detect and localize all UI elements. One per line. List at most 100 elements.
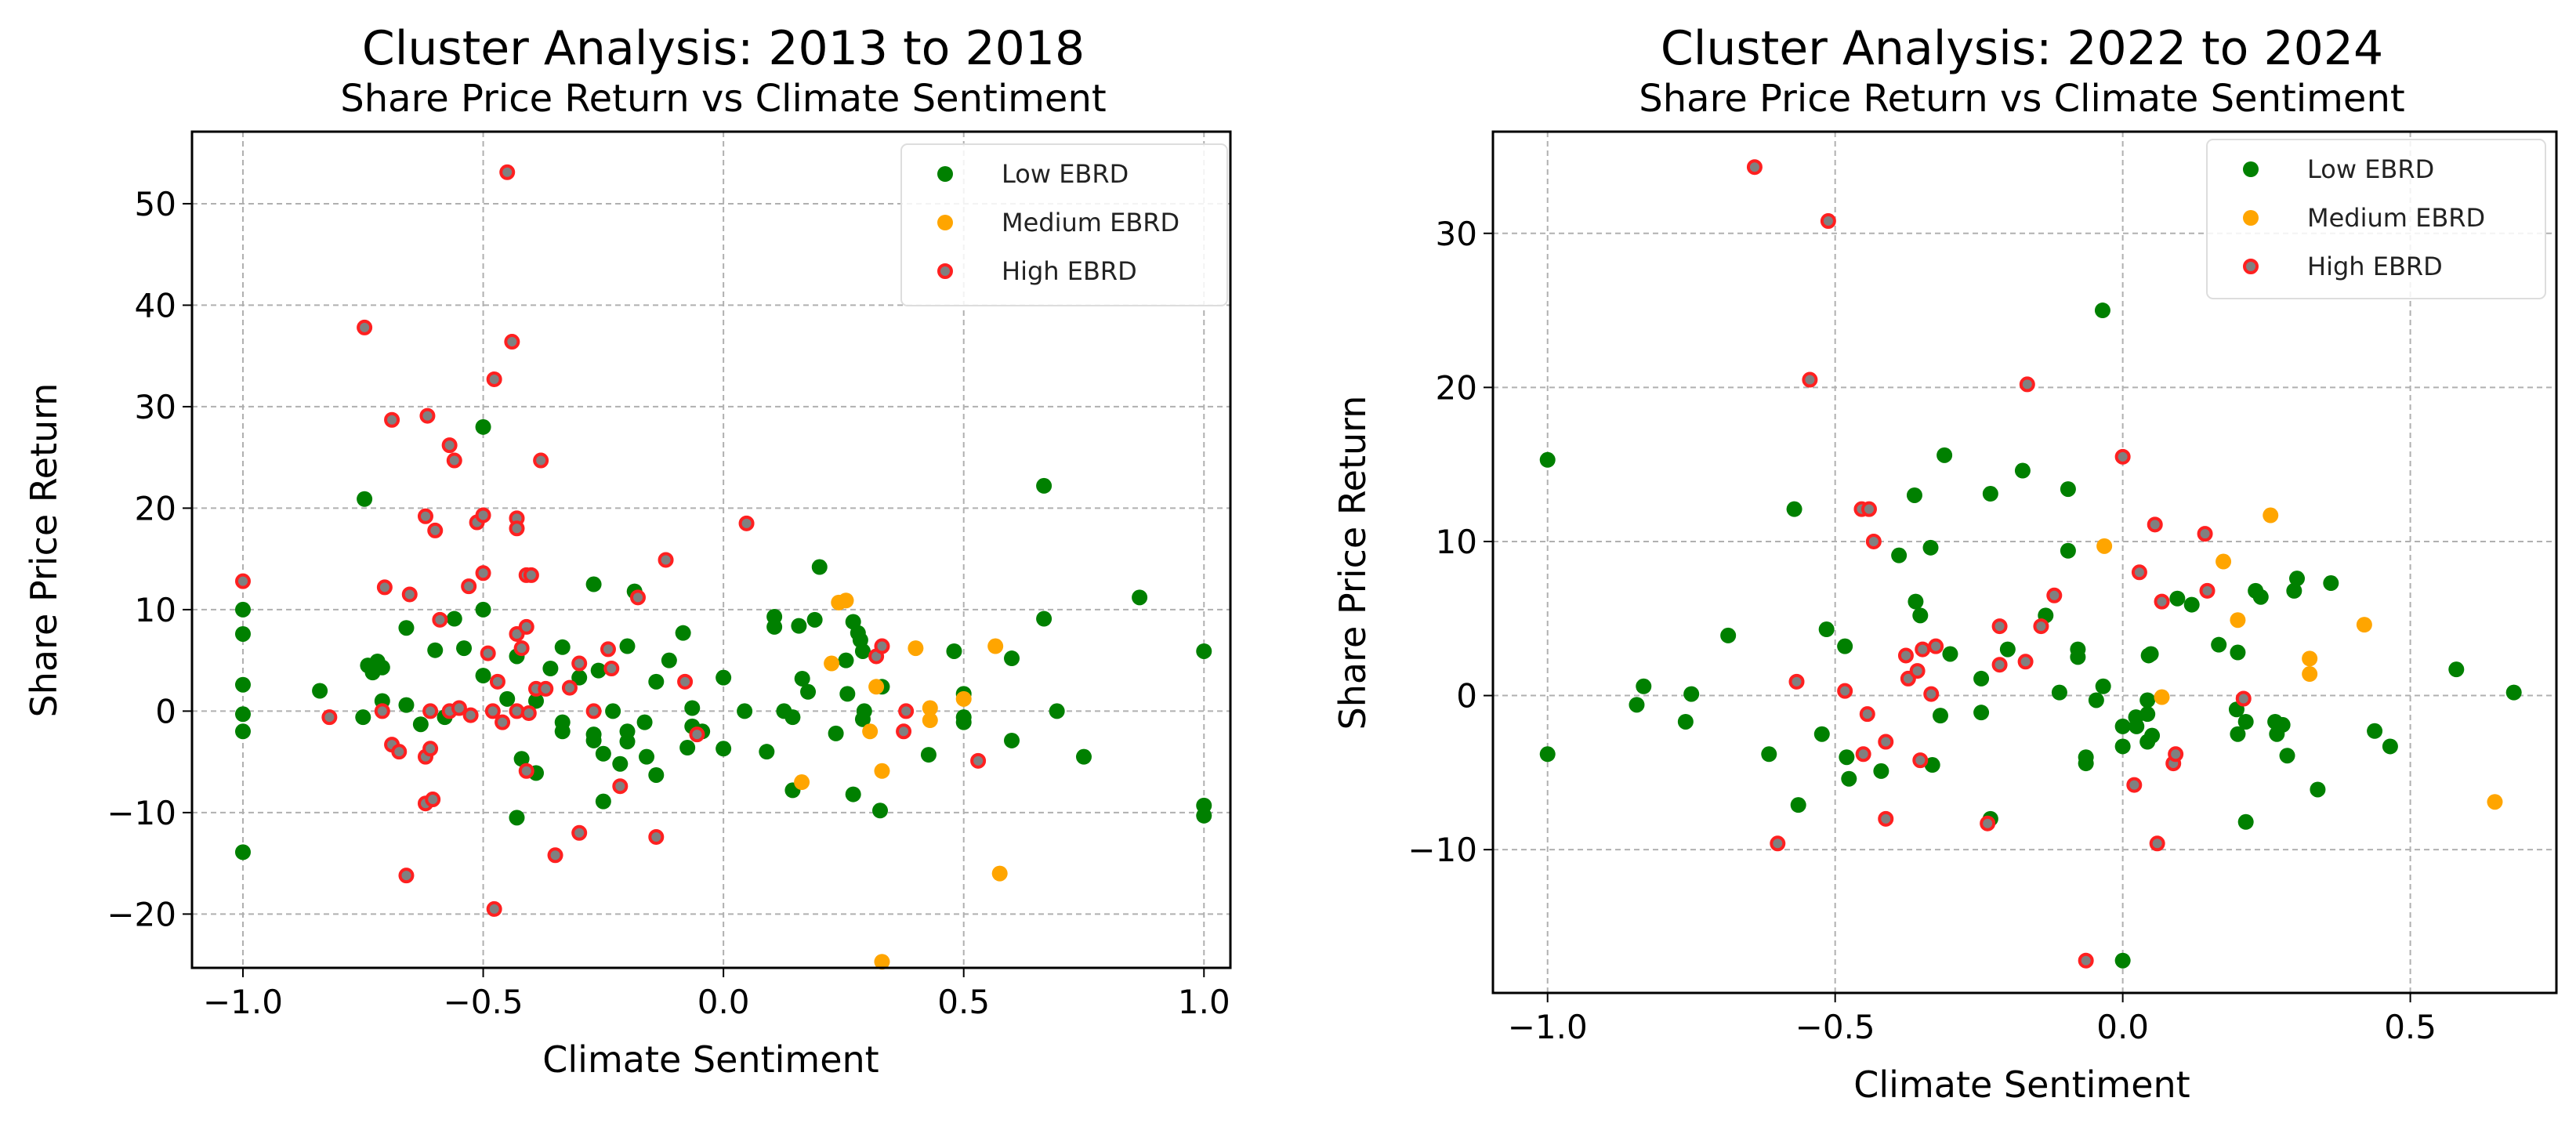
data-point-high <box>2168 746 2184 763</box>
data-point-low <box>955 714 972 730</box>
data-point-low <box>374 659 390 676</box>
data-point-high <box>441 437 458 454</box>
data-point-low <box>1912 607 1929 624</box>
data-point-low <box>357 491 373 507</box>
legend-label-high: High EBRD <box>1002 256 1137 286</box>
data-point-low <box>2230 644 2246 661</box>
data-point-low <box>2310 781 2326 798</box>
data-point-high <box>1915 641 1931 658</box>
data-point-low <box>2211 636 2227 653</box>
data-point-medium <box>991 865 1008 882</box>
x-tick-label: 0.0 <box>2096 1008 2149 1046</box>
data-point-low <box>839 686 856 702</box>
data-point-high <box>422 703 439 719</box>
data-point-high <box>462 707 479 723</box>
data-point-high <box>585 703 602 719</box>
y-axis-label: Share Price Return <box>23 383 65 718</box>
data-point-high <box>432 611 448 628</box>
data-points <box>1539 159 2522 969</box>
data-point-low <box>2279 748 2295 764</box>
data-point-medium <box>874 954 890 970</box>
data-point-low <box>595 793 611 810</box>
data-point-low <box>1841 770 1857 787</box>
data-point-low <box>427 642 444 658</box>
data-point-high <box>427 522 444 538</box>
data-point-low <box>619 734 636 750</box>
data-point-low <box>1075 748 1092 765</box>
legend-label-low: Low EBRD <box>2307 154 2434 184</box>
data-point-high <box>401 586 418 603</box>
data-point-high <box>451 700 467 716</box>
x-tick-label: 0.5 <box>2384 1008 2437 1046</box>
y-tick-label: −10 <box>1408 831 1477 869</box>
data-point-low <box>2078 755 2094 772</box>
data-point-low <box>684 700 701 716</box>
data-point-high <box>738 515 755 531</box>
data-point-low <box>1999 641 2016 658</box>
data-point-high <box>896 723 912 740</box>
data-point-high <box>1878 810 1894 827</box>
data-point-low <box>1932 708 1948 724</box>
data-point-low <box>854 711 871 727</box>
data-point-high <box>689 726 705 743</box>
data-point-medium <box>908 640 924 657</box>
data-point-high <box>234 573 251 589</box>
data-point-medium <box>922 700 938 716</box>
data-point-low <box>794 670 810 687</box>
data-point-low <box>2094 303 2110 319</box>
data-point-low <box>1839 749 1855 766</box>
data-point-high <box>486 900 502 917</box>
data-point-low <box>456 640 473 657</box>
data-point-low <box>2139 706 2156 723</box>
data-point-low <box>1677 713 1694 730</box>
data-point-low <box>2114 738 2131 755</box>
data-point-low <box>716 669 732 686</box>
data-point-low <box>1132 589 1148 606</box>
data-point-medium <box>2230 612 2246 629</box>
data-point-low <box>2243 161 2259 177</box>
data-point-high <box>376 579 393 596</box>
legend-label-medium: Medium EBRD <box>1002 208 1179 237</box>
data-point-low <box>1790 797 1806 813</box>
data-point-low <box>661 652 677 668</box>
data-point-high <box>520 705 537 721</box>
data-point-low <box>1908 593 1924 610</box>
data-point-low <box>513 751 530 767</box>
data-point-low <box>2274 716 2291 733</box>
data-point-low <box>2114 952 2131 969</box>
data-point-low <box>648 766 665 783</box>
data-point-high <box>1991 657 2008 673</box>
data-point-low <box>398 697 415 713</box>
data-point-high <box>417 508 433 524</box>
plot-frame <box>190 130 1232 969</box>
series-low <box>1539 303 2522 969</box>
data-point-low <box>2367 723 2383 739</box>
data-point-high <box>509 520 525 537</box>
data-point-low <box>920 747 937 763</box>
data-point-high <box>523 567 539 583</box>
data-point-high <box>2197 526 2213 542</box>
data-point-low <box>845 786 861 802</box>
data-point-high <box>2243 259 2259 274</box>
data-point-high <box>2017 654 2034 670</box>
series-high <box>1746 159 2252 969</box>
data-point-low <box>2505 684 2522 701</box>
data-point-high <box>518 763 534 779</box>
data-point-high <box>1820 213 1836 230</box>
data-point-low <box>2129 718 2145 734</box>
data-point-medium <box>794 774 810 791</box>
data-point-low <box>828 725 844 741</box>
data-point-high <box>509 703 525 719</box>
data-point-low <box>2286 582 2302 599</box>
data-point-low <box>499 690 516 707</box>
data-point-low <box>2144 727 2161 744</box>
data-point-high <box>486 371 502 387</box>
data-point-low <box>2237 713 2254 730</box>
y-tick-label: 0 <box>155 692 176 730</box>
data-point-high <box>374 703 390 719</box>
data-point-high <box>533 452 549 469</box>
data-point-low <box>612 755 629 772</box>
data-point-medium <box>2263 507 2279 524</box>
data-point-low <box>234 844 251 860</box>
y-tick-label: 30 <box>1436 215 1477 253</box>
